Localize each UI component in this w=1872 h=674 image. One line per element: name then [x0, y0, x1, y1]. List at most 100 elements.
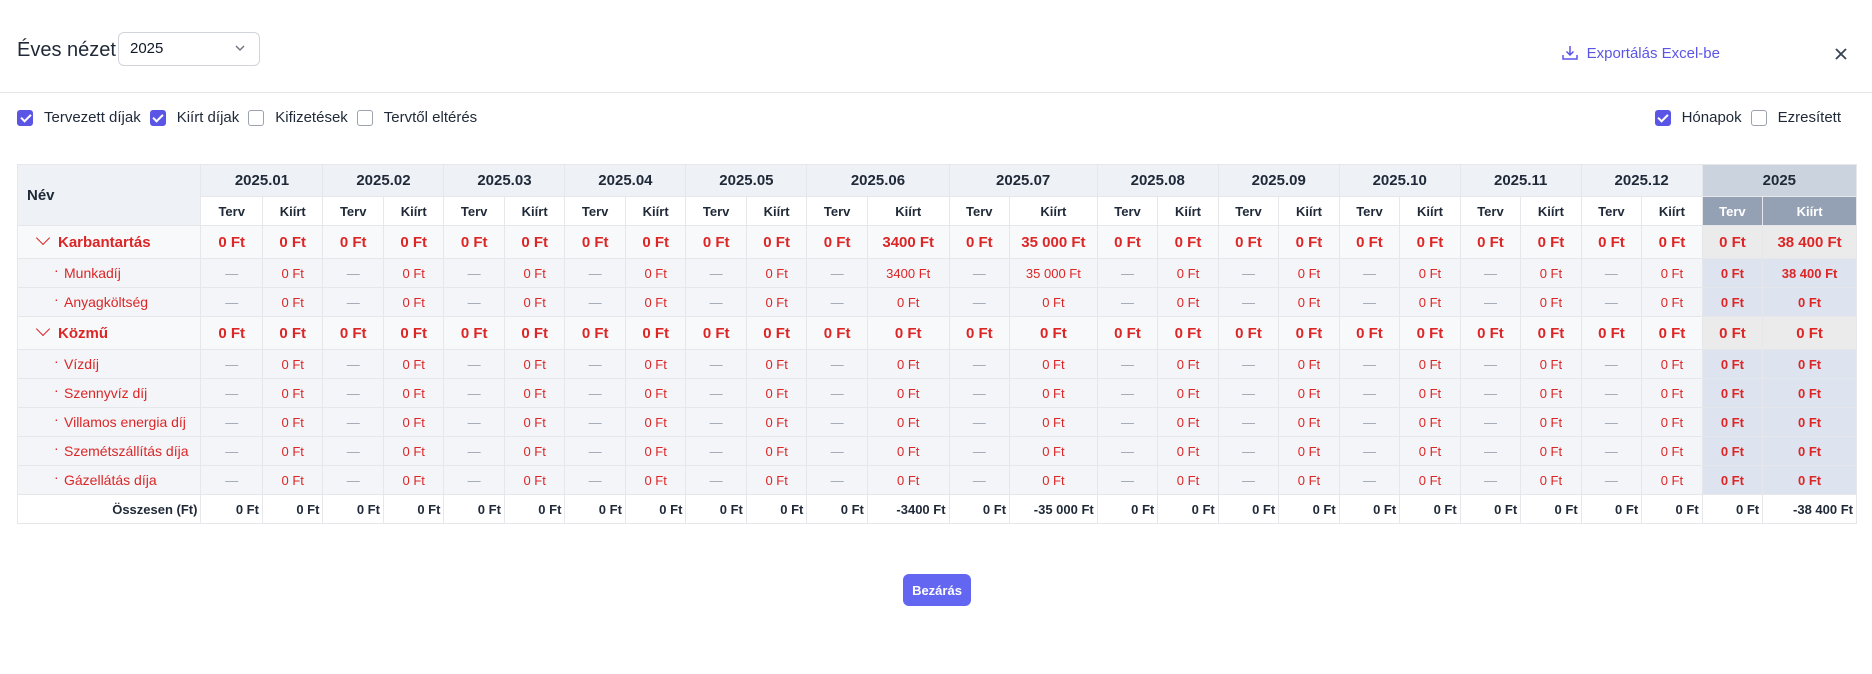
name-column-header: Név — [16, 164, 202, 226]
filter-left-3[interactable]: Tervtől eltérés — [356, 109, 478, 126]
issued-cell: 0 Ft — [261, 465, 324, 495]
plan-cell: 0 Ft — [443, 225, 505, 259]
year-plan-cell: 0 Ft — [1701, 349, 1764, 379]
total-plan-cell: 0 Ft — [200, 494, 263, 524]
plan-empty-cell: — — [948, 287, 1011, 317]
chevron-down-icon[interactable] — [35, 321, 51, 337]
plan-empty-cell: — — [200, 258, 263, 288]
year-issued-cell: 0 Ft — [1762, 407, 1857, 437]
issued-cell: 0 Ft — [745, 465, 808, 495]
issued-cell: 0 Ft — [382, 225, 445, 259]
plan-empty-cell: — — [1096, 349, 1159, 379]
plan-empty-cell: — — [1217, 349, 1280, 379]
plan-empty-cell: — — [322, 287, 384, 317]
plan-cell: 0 Ft — [1096, 316, 1159, 350]
export-excel-button[interactable]: Exportálás Excel-be — [1561, 44, 1720, 62]
plan-subheader: Terv — [685, 196, 747, 226]
checkbox[interactable] — [1654, 109, 1671, 126]
checkbox-label: Kiírt díjak — [176, 109, 240, 126]
issued-cell: 0 Ft — [624, 378, 687, 408]
item-name: Szennyvíz díj — [16, 378, 202, 408]
category-name-cell[interactable]: Közmű — [16, 316, 202, 350]
issued-cell: 0 Ft — [745, 258, 808, 288]
filter-left-1[interactable]: Kiírt díjak — [149, 109, 240, 126]
total-plan-cell: 0 Ft — [443, 494, 505, 524]
plan-empty-cell: — — [1338, 349, 1401, 379]
category-row[interactable]: Közmű 0 Ft 0 Ft 0 Ft 0 Ft 0 Ft 0 Ft 0 Ft 0 Ft 0 F… — [16, 316, 1857, 350]
issued-cell: 0 Ft — [866, 316, 950, 350]
plan-empty-cell: — — [948, 436, 1011, 466]
issued-cell: 0 Ft — [1520, 436, 1582, 466]
close-button[interactable]: Bezárás — [903, 574, 971, 606]
total-issued-cell: 0 Ft — [1399, 494, 1461, 524]
month-header: 2025.05 — [685, 164, 808, 197]
issued-cell: 0 Ft — [1520, 287, 1582, 317]
plan-empty-cell: — — [1459, 465, 1522, 495]
issued-subheader: Kiírt — [1009, 196, 1098, 226]
filter-right-0[interactable]: Hónapok — [1654, 109, 1742, 126]
total-issued-cell: 0 Ft — [624, 494, 687, 524]
checkbox[interactable] — [356, 109, 373, 126]
total-issued-cell: 0 Ft — [1278, 494, 1340, 524]
year-select[interactable]: 2025 — [118, 32, 260, 66]
plan-empty-cell: — — [1459, 436, 1522, 466]
checkbox-label: Tervtől eltérés — [383, 109, 478, 126]
issued-cell: 0 Ft — [1520, 316, 1582, 350]
plan-empty-cell: — — [200, 287, 263, 317]
category-row[interactable]: Karbantartás 0 Ft 0 Ft 0 Ft 0 Ft 0 Ft 0 Ft 0 Ft… — [16, 225, 1857, 259]
filter-left-0[interactable]: Tervezett díjak — [17, 109, 141, 126]
filter-right-1[interactable]: Ezresített — [1750, 109, 1841, 126]
total-label: Összesen (Ft) — [16, 494, 202, 524]
plan-empty-cell: — — [1096, 258, 1159, 288]
issued-cell: 0 Ft — [503, 407, 566, 437]
issued-cell: 0 Ft — [261, 258, 324, 288]
close-icon[interactable] — [1831, 44, 1851, 64]
issued-subheader: Kiírt — [624, 196, 687, 226]
plan-empty-cell: — — [322, 465, 384, 495]
checkbox[interactable] — [1750, 109, 1767, 126]
issued-cell: 0 Ft — [1399, 316, 1461, 350]
checkbox[interactable] — [149, 109, 166, 126]
filter-left-2[interactable]: Kifizetések — [248, 109, 348, 126]
checkbox-label: Ezresített — [1777, 109, 1841, 126]
plan-empty-cell: — — [1580, 407, 1643, 437]
issued-cell: 0 Ft — [866, 287, 950, 317]
plan-empty-cell: — — [1580, 436, 1643, 466]
plan-empty-cell: — — [1459, 407, 1522, 437]
total-plan-cell: 0 Ft — [322, 494, 384, 524]
table-row: Anyagköltség—0 Ft—0 Ft—0 Ft—0 Ft—0 Ft—0 … — [16, 287, 1857, 317]
issued-cell: 0 Ft — [503, 258, 566, 288]
plan-empty-cell: — — [443, 378, 505, 408]
issued-cell: 0 Ft — [1009, 287, 1098, 317]
chevron-down-icon[interactable] — [35, 230, 51, 246]
year-issued-cell: 0 Ft — [1762, 287, 1857, 317]
export-excel-label: Exportálás Excel-be — [1586, 44, 1720, 62]
issued-cell: 0 Ft — [1157, 465, 1219, 495]
category-name: Közmű — [58, 325, 108, 342]
plan-subheader: Terv — [1580, 196, 1643, 226]
plan-empty-cell: — — [806, 349, 868, 379]
issued-cell: 3400 Ft — [866, 225, 950, 259]
issued-cell: 0 Ft — [261, 436, 324, 466]
issued-cell: 0 Ft — [382, 378, 445, 408]
total-plan-cell: 0 Ft — [1217, 494, 1280, 524]
plan-empty-cell: — — [806, 407, 868, 437]
plan-cell: 0 Ft — [806, 225, 868, 259]
issued-cell: 0 Ft — [1157, 258, 1219, 288]
plan-empty-cell: — — [1096, 436, 1159, 466]
category-name-cell[interactable]: Karbantartás — [16, 225, 202, 259]
item-name: Gázellátás díja — [16, 465, 202, 495]
plan-cell: 0 Ft — [564, 316, 626, 350]
month-header: 2025.07 — [948, 164, 1098, 197]
plan-empty-cell: — — [1217, 407, 1280, 437]
checkbox[interactable] — [248, 109, 265, 126]
plan-empty-cell: — — [1580, 349, 1643, 379]
checkbox[interactable] — [17, 109, 33, 126]
plan-empty-cell: — — [200, 407, 263, 437]
issued-cell: 0 Ft — [503, 225, 566, 259]
year-plan-cell: 0 Ft — [1701, 378, 1764, 408]
plan-empty-cell: — — [564, 465, 626, 495]
plan-cell: 0 Ft — [948, 316, 1011, 350]
year-issued-cell: 38 400 Ft — [1762, 225, 1857, 259]
issued-cell: 0 Ft — [1009, 407, 1098, 437]
